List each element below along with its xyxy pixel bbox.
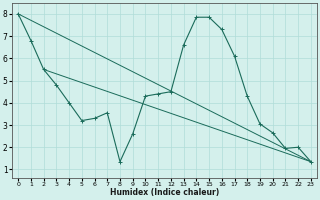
X-axis label: Humidex (Indice chaleur): Humidex (Indice chaleur) xyxy=(110,188,219,197)
